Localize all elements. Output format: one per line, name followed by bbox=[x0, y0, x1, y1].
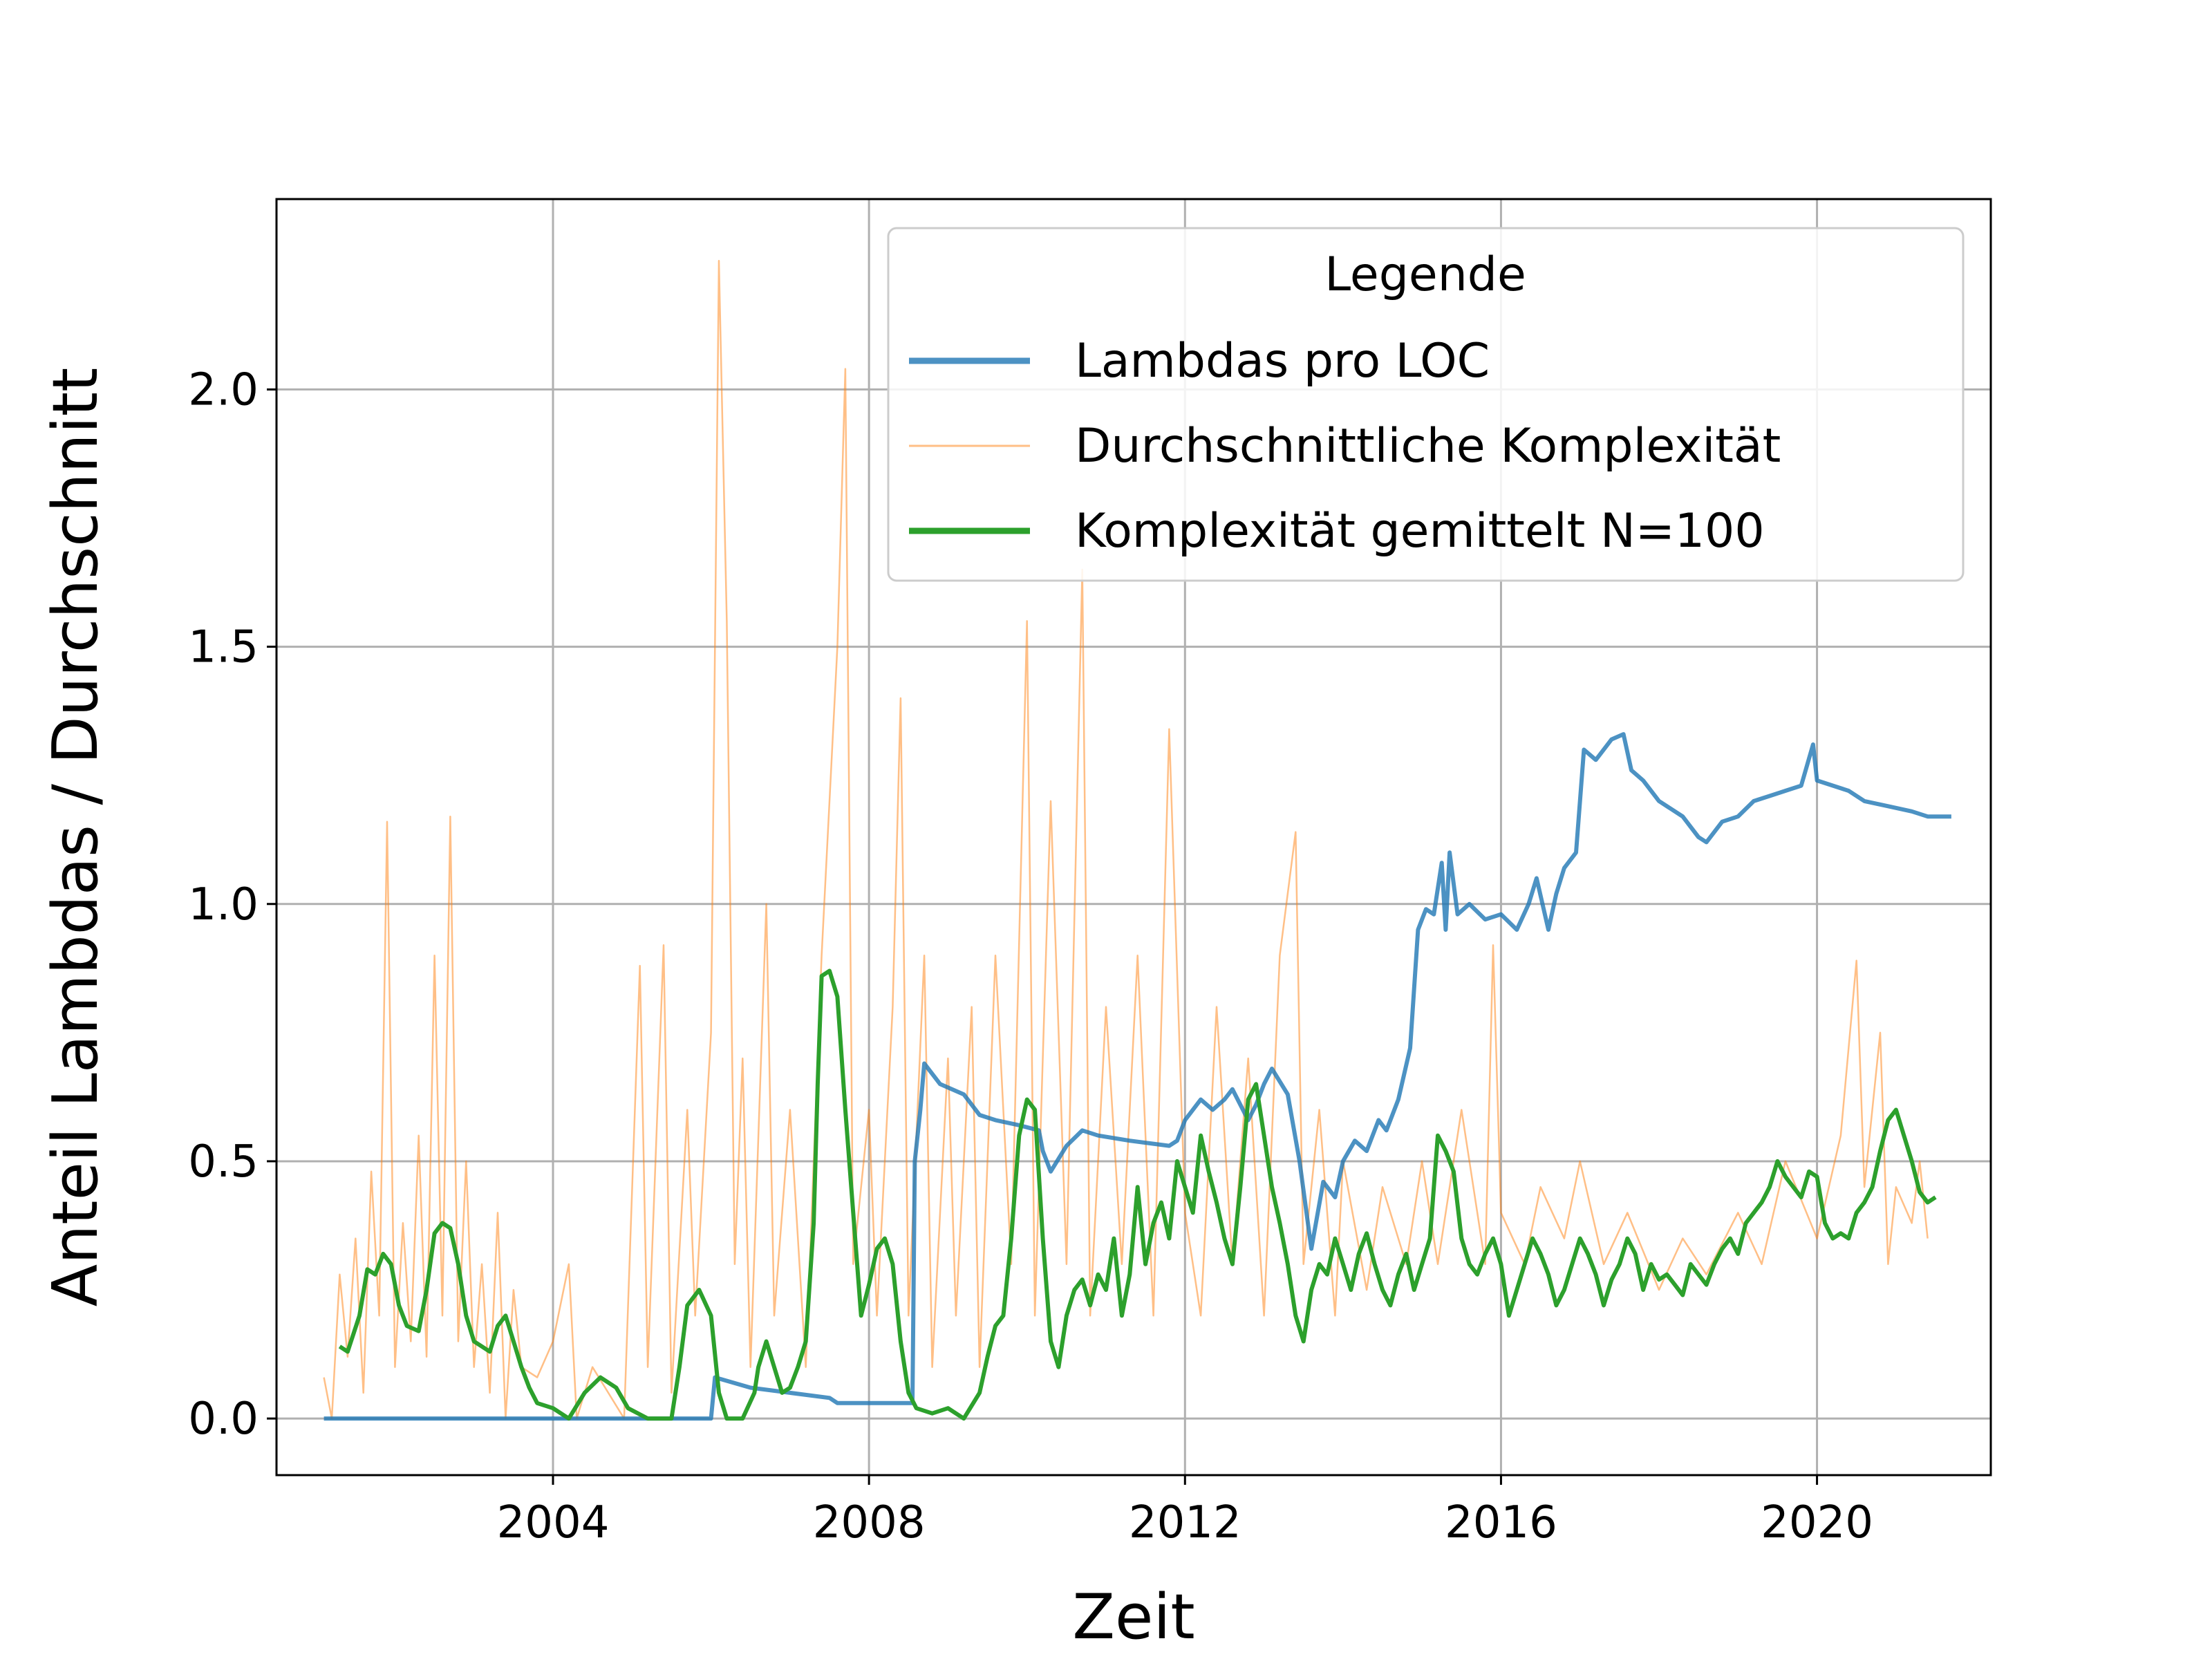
legend-label-gemittelt: Komplexität gemittelt N=100 bbox=[1075, 504, 1765, 559]
series-line-durchschnittliche-komplexitaet bbox=[323, 260, 1929, 1420]
legend-title: Legende bbox=[1324, 247, 1526, 302]
series-layer bbox=[323, 260, 1951, 1421]
y-axis: 0.0 0.5 1.0 1.5 2.0 bbox=[188, 364, 276, 1445]
x-tick-label: 2008 bbox=[813, 1497, 926, 1548]
x-tick-label: 2004 bbox=[497, 1497, 610, 1548]
y-tick-label: 0.0 bbox=[188, 1394, 259, 1445]
y-tick-label: 2.0 bbox=[188, 364, 259, 415]
x-tick-label: 2020 bbox=[1761, 1497, 1873, 1548]
series-line-komplexitaet-gemittelt bbox=[338, 968, 1937, 1421]
x-axis: 2004 2008 2012 2016 2020 bbox=[497, 1475, 1873, 1548]
plot-frame bbox=[275, 198, 1992, 1477]
legend: Legende Lambdas pro LOC Durchschnittlich… bbox=[887, 227, 1965, 582]
y-tick-label: 1.0 bbox=[188, 879, 259, 930]
series-line-lambdas-pro-loc bbox=[324, 732, 1951, 1421]
legend-box bbox=[887, 227, 1965, 582]
y-tick-label: 0.5 bbox=[188, 1136, 259, 1188]
x-tick-label: 2016 bbox=[1445, 1497, 1557, 1548]
y-tick-label: 1.5 bbox=[188, 622, 259, 673]
legend-label-durchschnitt: Durchschnittliche Komplexität bbox=[1075, 419, 1781, 474]
y-axis-label: Anteil Lambdas / Durchschnitt bbox=[39, 368, 112, 1307]
legend-label-lambdas: Lambdas pro LOC bbox=[1075, 334, 1490, 388]
x-tick-label: 2012 bbox=[1129, 1497, 1241, 1548]
x-axis-label: Zeit bbox=[1072, 1581, 1194, 1653]
